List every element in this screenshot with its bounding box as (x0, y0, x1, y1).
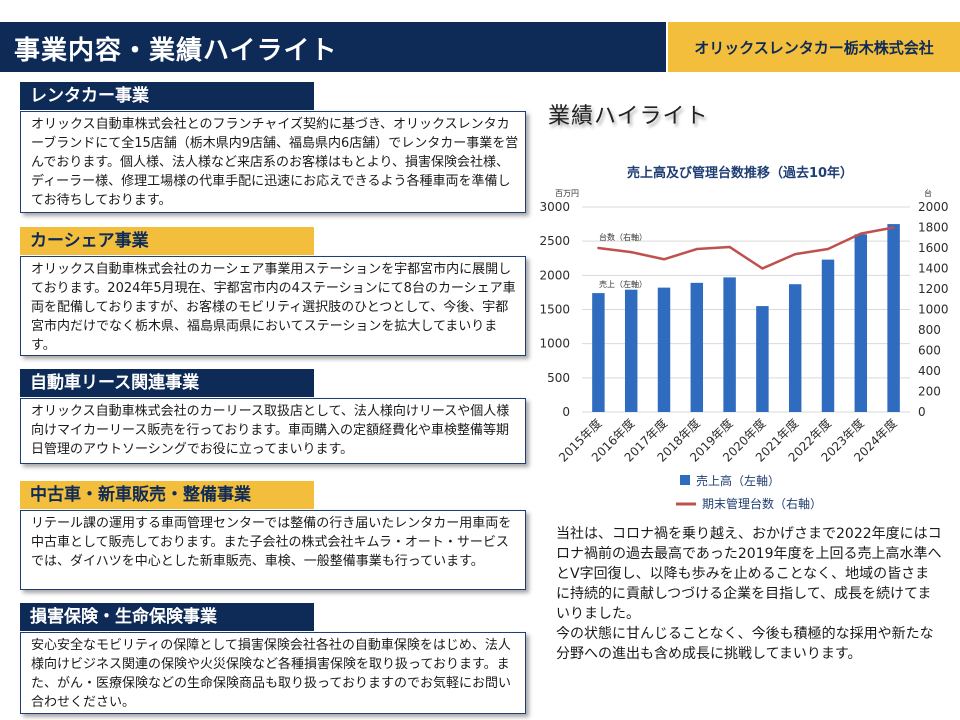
section-body-lease: オリックス自動車株式会社のカーリース取扱店として、法人様向けリースや個人様向けマ… (20, 398, 526, 464)
section-title-carshare: カーシェア事業 (20, 227, 314, 255)
chart-legend: 売上高（左軸） 期末管理台数（右軸） (676, 473, 822, 511)
section-body-insurance: 安心安全なモビリティの保障として損害保険会社各社の自動車保険をはじめ、法人様向け… (20, 632, 526, 714)
section-title-rental: レンタカー事業 (20, 82, 314, 110)
header-company-area: オリックスレンタカー栃木株式会社 (668, 22, 960, 72)
left-axis-tick-label: 500 (547, 371, 570, 385)
right-axis-tick-label: 1600 (918, 241, 949, 255)
header-title-area: 事業内容・業績ハイライト (0, 22, 668, 72)
right-axis-tick-label: 200 (918, 385, 941, 399)
highlights-summary: 当社は、コロナ禍を乗り越え、おかげさまで2022年度にはコロナ禍前の過去最高であ… (556, 524, 942, 664)
fleet-count-point (826, 247, 830, 251)
fleet-count-point (892, 226, 895, 229)
left-axis-tick-label: 3000 (539, 200, 570, 214)
company-name: オリックスレンタカー栃木株式会社 (694, 39, 934, 57)
sales-bar (690, 282, 704, 412)
right-axis-tick-label: 2000 (918, 200, 949, 214)
sales-bar (788, 284, 802, 412)
sales-bar (592, 293, 605, 412)
line-series-annotation: 台数（右軸） (599, 232, 647, 242)
fleet-count-point (794, 252, 797, 256)
legend-label-fleet: 期末管理台数（右軸） (702, 496, 822, 511)
right-axis-tick-label: 800 (918, 323, 941, 337)
header-bar: 事業内容・業績ハイライト オリックスレンタカー栃木株式会社 (0, 22, 960, 72)
sales-bar (854, 234, 868, 412)
page-title: 事業内容・業績ハイライト (14, 36, 338, 66)
legend-label-sales: 売上高（左軸） (696, 473, 780, 488)
fleet-count-point (597, 246, 600, 250)
left-axis-unit: 百万円 (555, 189, 579, 198)
right-axis-unit: 台 (924, 188, 932, 198)
legend-swatch-sales (680, 475, 690, 485)
bar-series-annotation: 売上（左軸） (599, 279, 647, 289)
summary-paragraph: 当社は、コロナ禍を乗り越え、おかげさまで2022年度にはコロナ禍前の過去最高であ… (556, 526, 942, 622)
section-title-insurance: 損害保険・生命保険事業 (20, 603, 314, 631)
section-title-lease: 自動車リース関連事業 (20, 369, 314, 397)
section-title-used-car: 中古車・新車販売・整備事業 (20, 481, 314, 509)
right-axis-tick-label: 1400 (918, 262, 949, 276)
fleet-count-point (859, 232, 862, 235)
section-body-rental: オリックス自動車株式会社とのフランチャイズ契約に基づき、オリックスレンタカーブラ… (20, 111, 526, 213)
right-axis-tick-label: 1000 (918, 303, 949, 317)
left-axis-tick-label: 1500 (539, 303, 570, 317)
fleet-count-point (662, 258, 666, 261)
right-axis-tick-label: 400 (918, 364, 941, 378)
sales-fleet-chart: 売上高及び管理台数推移（過去10年） 050010001500200025003… (539, 165, 949, 511)
right-axis-tick-label: 1800 (918, 221, 949, 235)
sales-bar (723, 277, 736, 412)
fleet-count-line (598, 226, 894, 270)
sales-bar (756, 306, 769, 412)
fleet-count-point (630, 250, 633, 254)
chart-title: 売上高及び管理台数推移（過去10年） (627, 165, 853, 181)
fleet-count-point (728, 245, 731, 249)
highlights-heading: 業績ハイライト (548, 104, 709, 129)
fleet-count-point (761, 267, 764, 270)
fleet-count-point (695, 247, 698, 251)
section-body-used-car: リテール課の運用する車両管理センターでは整備の行き届いたレンタカー用車両を中古車… (20, 510, 526, 590)
sales-bar (887, 224, 900, 412)
section-body-carshare: オリックス自動車株式会社のカーシェア事業用ステーションを宇都宮市内に展開しており… (20, 256, 526, 356)
chart-line (597, 226, 895, 270)
sales-bar (821, 259, 835, 412)
left-axis-tick-label: 0 (562, 405, 570, 419)
left-axis-tick-label: 1000 (539, 337, 570, 351)
right-axis-tick-label: 600 (918, 344, 941, 358)
sales-bar (657, 287, 671, 412)
chart-bars (592, 224, 900, 412)
left-axis-tick-label: 2000 (539, 268, 570, 282)
summary-paragraph: 今の状態に甘んじることなく、今後も積極的な採用や新たな分野への進出も含め成長に挑… (556, 626, 934, 662)
left-axis-tick-label: 2500 (539, 234, 570, 248)
right-axis-tick-label: 0 (918, 405, 926, 419)
sales-bar (624, 289, 638, 412)
right-axis-tick-label: 1200 (918, 282, 949, 296)
